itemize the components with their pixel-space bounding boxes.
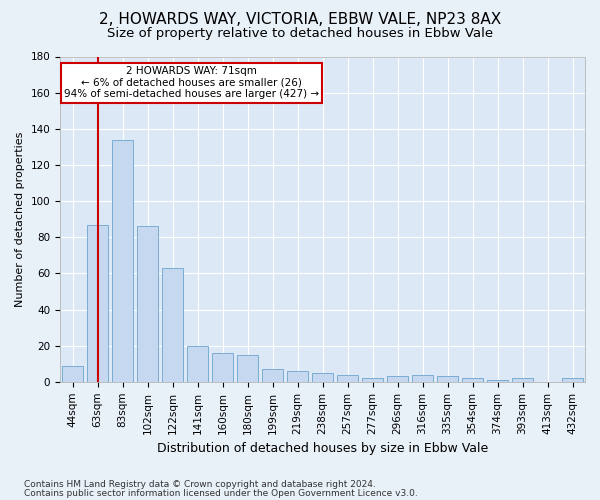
Bar (362, 378, 383, 382)
Text: 2 HOWARDS WAY: 71sqm
← 6% of detached houses are smaller (26)
94% of semi-detach: 2 HOWARDS WAY: 71sqm ← 6% of detached ho… (64, 66, 319, 100)
Bar (562, 378, 583, 382)
Bar (262, 369, 283, 382)
Bar (187, 346, 208, 382)
Bar (62, 366, 83, 382)
Bar (87, 224, 108, 382)
Bar (212, 353, 233, 382)
Y-axis label: Number of detached properties: Number of detached properties (15, 132, 25, 307)
Bar (162, 268, 183, 382)
Bar (137, 226, 158, 382)
Text: 2, HOWARDS WAY, VICTORIA, EBBW VALE, NP23 8AX: 2, HOWARDS WAY, VICTORIA, EBBW VALE, NP2… (99, 12, 501, 28)
Bar (387, 376, 408, 382)
Bar (287, 371, 308, 382)
Bar (312, 373, 333, 382)
Bar (487, 380, 508, 382)
Text: Contains HM Land Registry data © Crown copyright and database right 2024.: Contains HM Land Registry data © Crown c… (24, 480, 376, 489)
X-axis label: Distribution of detached houses by size in Ebbw Vale: Distribution of detached houses by size … (157, 442, 488, 455)
Bar (437, 376, 458, 382)
Text: Contains public sector information licensed under the Open Government Licence v3: Contains public sector information licen… (24, 488, 418, 498)
Bar (462, 378, 483, 382)
Bar (337, 374, 358, 382)
Bar (512, 378, 533, 382)
Bar (237, 354, 258, 382)
Text: Size of property relative to detached houses in Ebbw Vale: Size of property relative to detached ho… (107, 28, 493, 40)
Bar (112, 140, 133, 382)
Bar (412, 374, 433, 382)
